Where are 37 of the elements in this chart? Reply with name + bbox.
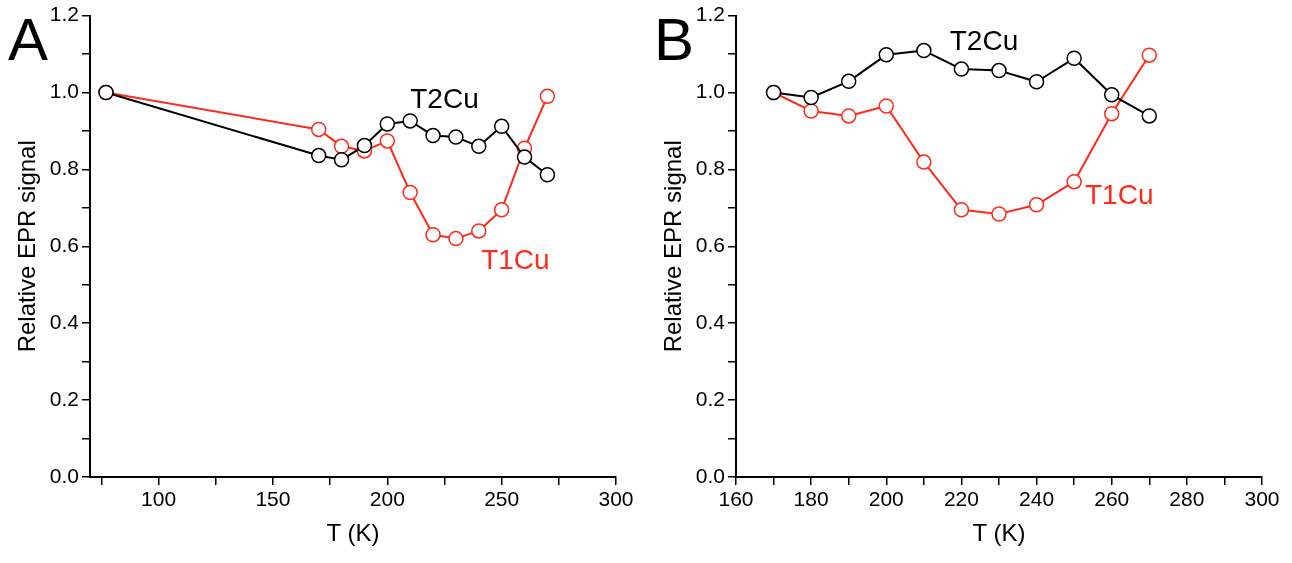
x-tick-label: 160 <box>718 487 754 511</box>
y-tick-label: 0.8 <box>695 156 725 180</box>
x-tick-label: 150 <box>255 487 291 511</box>
x-axis-title: T (K) <box>326 519 380 547</box>
y-tick-label: 1.0 <box>695 79 725 103</box>
y-tick-label: 0.2 <box>49 386 79 410</box>
x-tick-label: 220 <box>943 487 979 511</box>
x-tick-label: 200 <box>868 487 904 511</box>
x-tick-label: 300 <box>598 487 634 511</box>
y-tick-label: 0.2 <box>695 386 725 410</box>
x-tick-label: 100 <box>141 487 177 511</box>
y-tick-label: 1.0 <box>49 79 79 103</box>
y-axis-title: Relative EPR signal <box>659 140 687 353</box>
y-tick-label: 1.2 <box>695 2 725 26</box>
y-tick-label: 0.0 <box>49 463 79 487</box>
y-tick-label: 0.0 <box>695 463 725 487</box>
x-tick-label: 300 <box>1244 487 1280 511</box>
y-tick-label: 0.6 <box>49 233 79 257</box>
x-tick-label: 260 <box>1094 487 1130 511</box>
series-label: T2Cu <box>410 82 479 114</box>
x-tick-label: 200 <box>369 487 405 511</box>
y-tick-label: 1.2 <box>49 2 79 26</box>
y-tick-label: 0.4 <box>49 310 80 333</box>
x-axis-title: T (K) <box>972 519 1026 547</box>
chart-title: B <box>654 6 695 73</box>
x-tick-label: 180 <box>793 487 829 511</box>
x-tick-label: 250 <box>484 487 520 511</box>
series-label: T1Cu <box>1084 179 1154 211</box>
x-tick-label: 240 <box>1019 487 1055 511</box>
series-label: T1Cu <box>481 244 550 276</box>
y-tick-label: 0.4 <box>695 310 726 333</box>
y-axis-title: Relative EPR signal <box>13 140 41 353</box>
chart-title: A <box>8 6 49 73</box>
y-tick-label: 0.6 <box>695 233 725 257</box>
series-label: T2Cu <box>949 25 1019 57</box>
x-tick-label: 280 <box>1169 487 1205 511</box>
y-tick-label: 0.8 <box>49 156 79 180</box>
